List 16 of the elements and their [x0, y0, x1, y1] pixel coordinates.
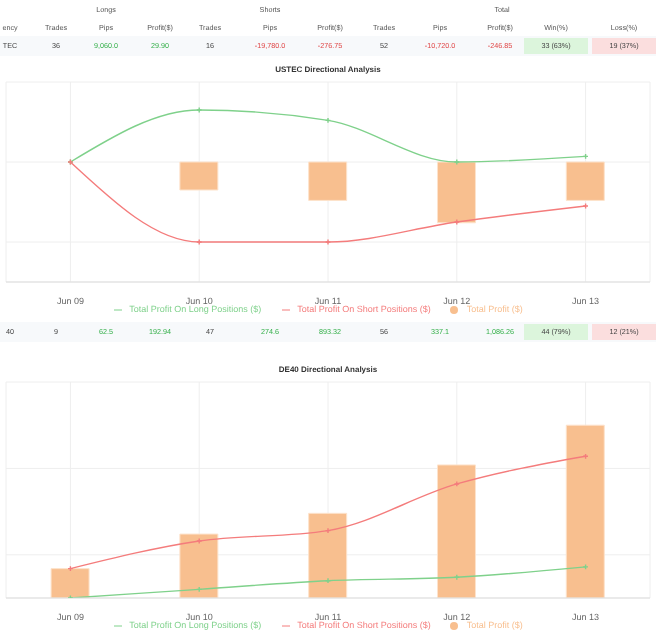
- point: [196, 106, 203, 114]
- point: [453, 158, 460, 166]
- point: [324, 117, 332, 124]
- point: [453, 480, 460, 488]
- point: [196, 238, 203, 246]
- bar: [179, 533, 219, 598]
- point: [453, 574, 460, 581]
- bar: [308, 512, 348, 598]
- point: [324, 238, 332, 246]
- bar: [50, 568, 90, 598]
- bar: [565, 424, 605, 598]
- point: [196, 537, 203, 545]
- point: [453, 218, 460, 226]
- point: [324, 527, 332, 534]
- point: [324, 577, 332, 584]
- bar: [436, 464, 476, 598]
